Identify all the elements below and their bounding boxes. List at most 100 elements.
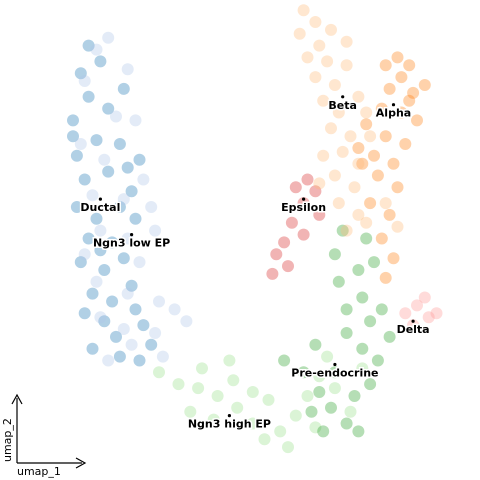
y-axis-label: umap_2 [1,418,14,462]
point-ductal [145,338,158,351]
point-ductal [86,342,99,355]
point-ngn3-high-ep [262,393,275,406]
point-pre-endocrine [356,291,369,304]
point-alpha [403,94,416,107]
point-beta [321,55,334,68]
point-alpha [387,252,400,265]
point-ductal [67,114,79,127]
point-delta [399,307,412,320]
point-pre-endocrine [340,327,353,339]
point-beta [364,130,377,143]
series-delta [399,291,443,332]
point-alpha [352,142,365,154]
point-epsilon [270,248,283,261]
point-ductal [74,67,87,80]
point-delta [430,307,443,320]
centroid-delta [411,319,415,323]
point-ductal [82,232,95,245]
point-delta [407,319,420,332]
series-beta [293,4,404,237]
series-epsilon [266,173,326,280]
point-beta [328,79,341,91]
point-alpha [364,197,377,210]
point-ngn3-low-ep [110,110,122,123]
point-ngn3-low-ep [117,193,130,206]
point-alpha [418,79,431,91]
point-pre-endocrine [340,417,353,430]
point-ductal [129,303,142,316]
point-beta [344,130,357,143]
point-ngn3-high-ep [282,441,294,454]
point-ductal [137,319,150,332]
point-beta [379,197,392,210]
point-beta [340,59,353,72]
point-pre-endocrine [297,366,310,379]
point-epsilon [285,216,298,229]
point-alpha [387,157,400,170]
point-ductal [106,236,119,249]
point-beta [360,106,373,119]
point-delta [418,291,431,304]
point-ductal [117,82,130,95]
point-epsilon [289,181,302,194]
point-ngn3-high-ep [321,350,334,363]
point-ngn3-low-ep [156,350,169,363]
point-ngn3-low-ep [153,295,165,308]
point-ductal [121,161,134,174]
point-alpha [403,59,416,72]
point-ductal [133,153,146,166]
point-ductal [90,212,103,225]
point-ngn3-low-ep [78,248,91,261]
point-ductal [113,201,126,213]
point-pre-endocrine [328,248,341,261]
point-ngn3-low-ep [121,63,134,76]
point-alpha [371,169,384,182]
point-beta [313,39,326,52]
point-ngn3-low-ep [94,311,107,324]
point-ngn3-low-ep [90,275,103,288]
point-ngn3-low-ep [149,224,162,237]
point-beta [325,122,337,135]
series-ngn3-high-ep [153,350,369,454]
point-alpha [368,149,380,162]
point-ductal [102,102,115,115]
cluster-labels: Ductal Ngn3 low EP Ngn3 high EP Pre-endocri… [79,95,431,432]
point-ngn3-high-ep [172,378,185,391]
point-ductal [67,130,79,143]
point-ductal [90,134,103,147]
point-beta [297,4,310,17]
point-ductal [98,315,111,328]
point-alpha [379,59,392,72]
point-ngn3-high-ep [231,401,244,414]
axis-indicator: umap_1 umap_2 [1,393,87,478]
point-ngn3-low-ep [102,31,115,44]
point-ductal [70,149,83,162]
point-alpha [379,130,392,143]
point-ductal [82,39,95,52]
point-alpha [375,102,388,115]
point-ductal [117,252,130,265]
point-alpha [383,208,396,221]
point-ductal [74,256,87,269]
point-ngn3-high-ep [211,390,224,402]
centroid-ngn3-high-ep [227,414,231,418]
point-ductal [113,350,126,363]
point-epsilon [266,267,279,280]
point-ngn3-low-ep [168,303,181,316]
point-ngn3-high-ep [313,370,326,383]
point-pre-endocrine [383,330,396,343]
point-beta [332,106,345,119]
x-axis-arrow-head [75,457,87,469]
point-beta [313,177,326,190]
series-ngn3-low-ep [74,31,193,367]
point-ductal [129,212,142,225]
point-ngn3-low-ep [102,354,115,367]
point-ductal [94,244,107,257]
point-beta [352,208,365,221]
cluster-label-ngn3-low-ep: Ngn3 low EP [93,237,170,250]
point-ngn3-high-ep [344,405,357,418]
point-alpha [379,271,392,284]
point-ngn3-high-ep [328,382,341,395]
point-ngn3-low-ep [129,114,142,127]
